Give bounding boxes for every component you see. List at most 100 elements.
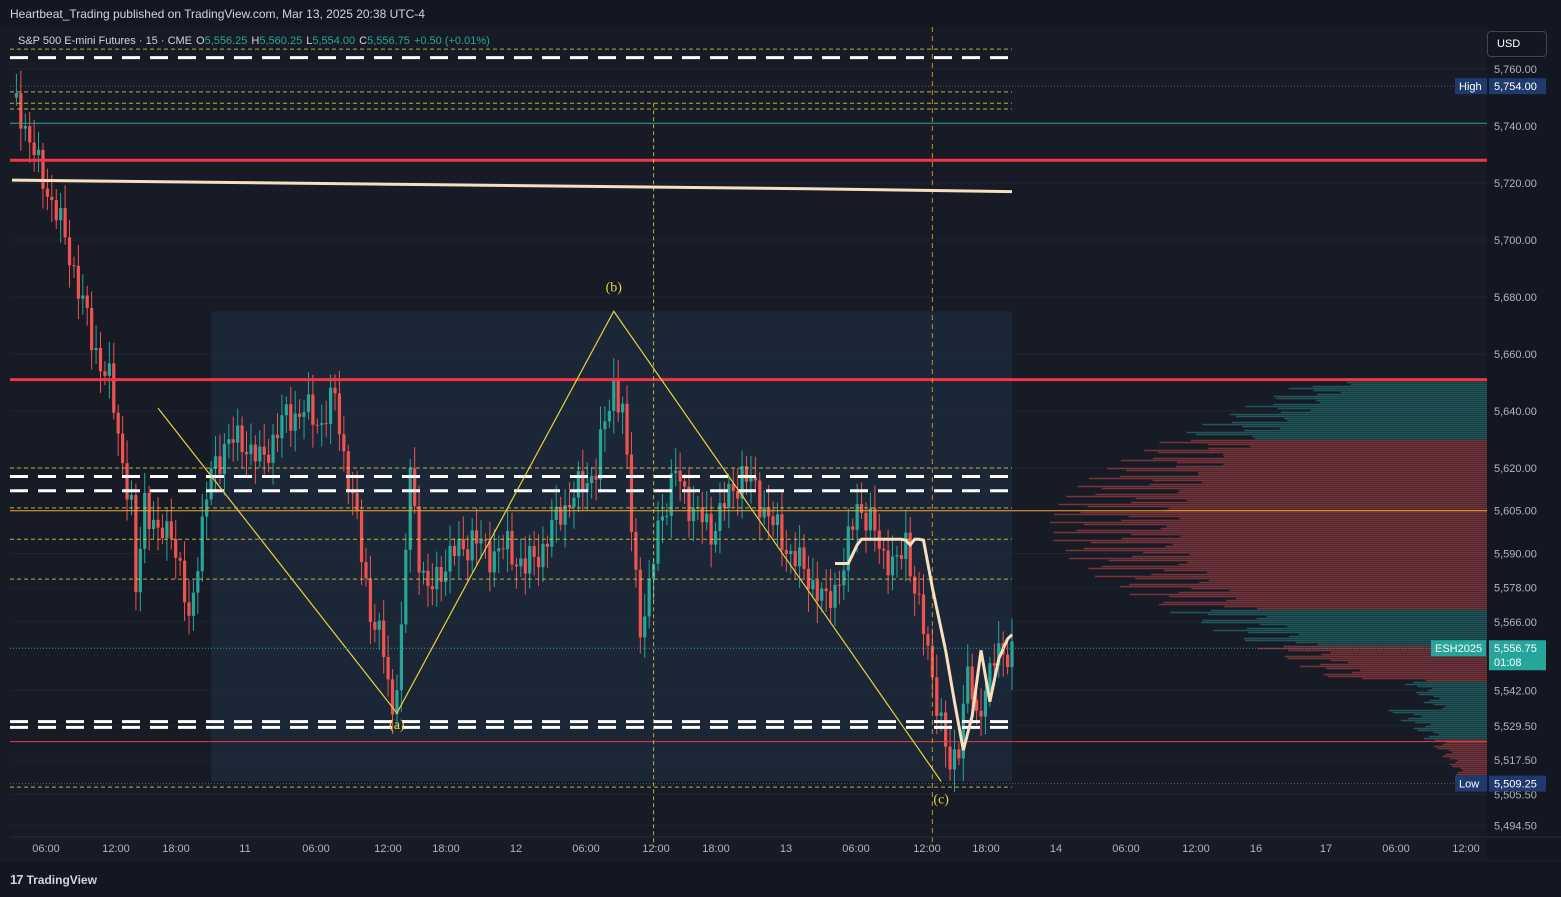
candle-body — [771, 516, 775, 526]
candle-body — [262, 446, 266, 455]
candle-body — [514, 564, 519, 567]
candle-body — [581, 471, 585, 493]
candle-body — [904, 532, 908, 559]
footer: 17 TradingView — [0, 862, 1561, 897]
candle-body — [913, 576, 917, 594]
candle-body — [306, 394, 311, 413]
symbol-legend: S&P 500 E-mini Futures · 15 · CME O5,556… — [18, 35, 490, 47]
x-tick-label: 06:00 — [302, 843, 330, 855]
candle-body — [563, 505, 567, 525]
candle-body — [705, 513, 709, 523]
candle-body — [709, 513, 713, 545]
candle-body — [828, 591, 833, 608]
x-tick-label: 12:00 — [102, 843, 130, 855]
x-tick-label: 12:00 — [913, 843, 941, 855]
candle-body — [762, 507, 766, 518]
candle-body — [736, 491, 740, 499]
candle-body — [54, 200, 58, 221]
candle-body — [298, 413, 302, 417]
candle-body — [359, 511, 364, 563]
candle-body — [182, 560, 187, 603]
candle-body — [727, 483, 731, 509]
candle-body — [373, 621, 377, 630]
candle-body — [236, 425, 240, 443]
candle-body — [461, 539, 465, 550]
y-tick-label: 5,760.00 — [1494, 64, 1537, 76]
open-label: O — [196, 35, 205, 47]
candle-body — [457, 539, 461, 557]
candle-body — [134, 495, 138, 593]
candle-body — [426, 570, 430, 587]
candle-body — [160, 527, 165, 539]
y-tick-label: 5,740.00 — [1494, 121, 1537, 133]
candle-body — [116, 412, 120, 434]
candle-body — [45, 188, 49, 197]
candle-body — [523, 558, 527, 574]
candle-body — [554, 506, 558, 521]
candle-body — [94, 347, 98, 351]
low-value: 5,554.00 — [312, 35, 356, 47]
candle-body — [616, 379, 620, 413]
x-tick-label: 18:00 — [162, 843, 190, 855]
chart-canvas[interactable]: (a) (b) (c) 5,494.50 5,505.50 5,517.50 5,529.5… — [0, 27, 1561, 862]
candle-body — [970, 666, 974, 700]
candle-body — [404, 549, 408, 625]
candle-body — [966, 666, 970, 704]
x-tick-label: 12:00 — [1452, 843, 1480, 855]
candle-body — [408, 468, 412, 550]
candle-body — [112, 363, 116, 413]
candle-body — [767, 507, 771, 517]
candle-body — [643, 616, 647, 638]
open-value: 5,556.25 — [204, 35, 248, 47]
candle-body — [72, 265, 76, 267]
candle-body — [435, 566, 439, 590]
candle-body — [917, 593, 921, 595]
candle-body — [227, 439, 231, 444]
price-marker-value-bg — [1489, 775, 1546, 792]
candle-body — [253, 444, 257, 462]
elliott-wave-path — [157, 310, 942, 782]
candle-body — [656, 520, 660, 564]
last-price-symbol: ESH2025 — [1435, 643, 1482, 655]
candle-body — [899, 555, 903, 559]
candle-body — [85, 295, 89, 308]
candle-body — [479, 539, 483, 544]
price-marker-value-bg — [1489, 78, 1546, 95]
candle-body — [594, 475, 598, 480]
candle-body — [744, 466, 749, 482]
x-tick-label: 12:00 — [1182, 843, 1210, 855]
candle-body — [908, 532, 912, 577]
candle-body — [625, 403, 629, 455]
session-vwap — [835, 537, 1014, 751]
candle-body — [815, 580, 819, 601]
candle-body — [939, 712, 943, 716]
candle-body — [851, 526, 855, 530]
x-tick-label: 12 — [510, 843, 522, 855]
candle-body — [983, 690, 988, 717]
candle-body — [351, 491, 355, 494]
candle-body — [244, 452, 249, 455]
candle-body — [607, 410, 611, 422]
symbol-name[interactable]: S&P 500 E-mini Futures · 15 · CME — [18, 35, 193, 47]
x-tick-label: 06:00 — [32, 843, 60, 855]
high-value: 5,560.25 — [259, 35, 303, 47]
candle-body — [488, 540, 492, 573]
candle-body — [98, 347, 103, 372]
candle-body — [833, 584, 837, 608]
candle-body — [67, 237, 72, 266]
candle-body — [740, 466, 744, 499]
candle-body — [651, 563, 656, 579]
currency-button[interactable]: USD — [1487, 31, 1547, 57]
candle-body — [475, 530, 479, 544]
candle-body — [669, 473, 673, 516]
candle-body — [165, 521, 169, 539]
y-tick-label: 5,566.00 — [1494, 617, 1537, 629]
candle-body — [775, 514, 780, 526]
candle-body — [952, 749, 957, 770]
price-axis[interactable] — [1487, 27, 1561, 860]
last-price-value-bg — [1489, 640, 1546, 671]
candle-body — [988, 663, 992, 691]
candle-body — [722, 503, 726, 509]
candle-body — [979, 710, 983, 717]
candle-body — [957, 749, 961, 759]
